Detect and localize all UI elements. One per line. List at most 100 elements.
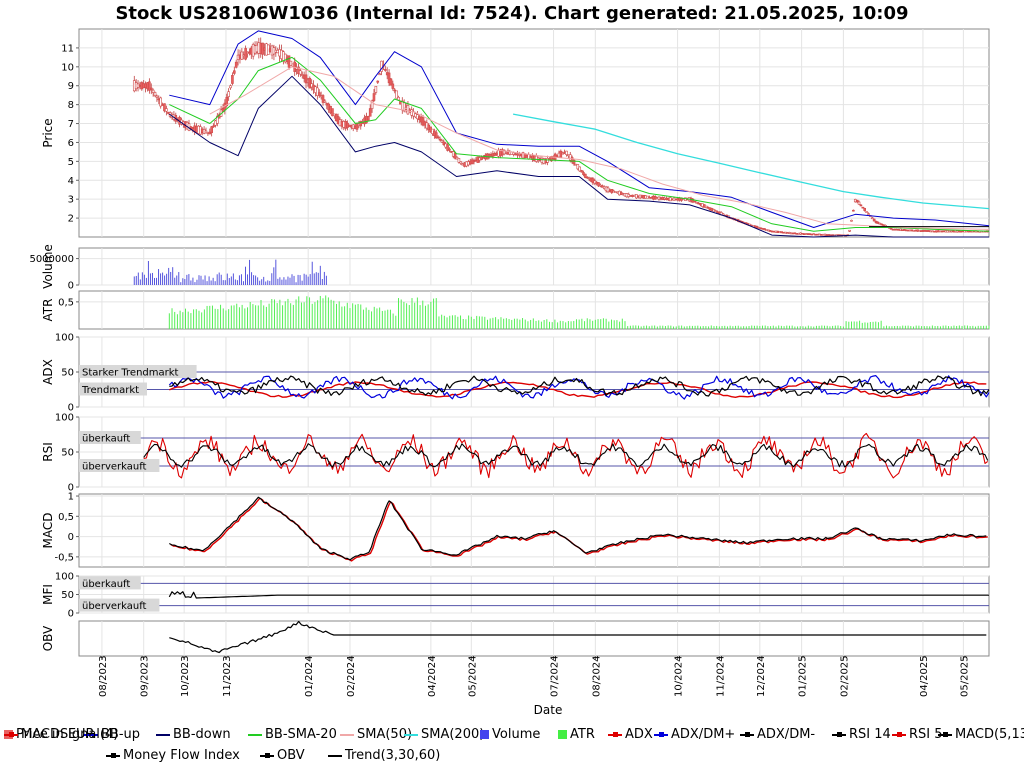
x-tick-label: 08/2024 <box>591 655 602 697</box>
candle-body <box>227 91 230 97</box>
y-tick-label: 5000000 <box>29 254 74 265</box>
series-obv <box>169 620 987 654</box>
candle-body <box>763 228 766 231</box>
legend-label: ATR <box>570 727 595 742</box>
y-axis-label: ADX <box>41 359 55 385</box>
panel-adx: 0 50 100 ADX Starker Trendmarkt Trendmarkt <box>41 333 990 414</box>
legend-swatch <box>340 733 354 736</box>
x-tick-label: 10/2024 <box>674 655 685 697</box>
candle-body <box>459 161 463 164</box>
candle-body <box>367 116 370 121</box>
candle-body <box>165 108 168 112</box>
candle-body <box>848 229 851 232</box>
legend-item: ADX/DM+ <box>654 727 735 742</box>
candle-body <box>212 125 215 128</box>
y-tick-label: 100 <box>55 413 74 424</box>
rsi-overbought-label: überkauft <box>82 434 130 445</box>
legend-swatch <box>84 733 98 736</box>
x-axis: 08/2023 09/2023 10/2023 11/2023 01/2024 02/20… <box>98 655 970 697</box>
candle-body <box>393 89 397 92</box>
candle-body <box>151 89 155 93</box>
candle-body <box>704 205 708 209</box>
candle-body <box>865 211 868 213</box>
legend-label: Volume <box>492 727 541 742</box>
y-tick-label: 1 <box>68 492 74 503</box>
legend-item: SMA(200) <box>404 727 484 742</box>
candle-body <box>582 172 585 175</box>
candle-body <box>512 152 515 155</box>
legend-swatch <box>404 733 418 736</box>
legend-label: SMA(50) <box>357 727 413 742</box>
series-adx-dm-minus <box>169 375 990 397</box>
series-bb-sma-20 <box>169 56 990 232</box>
y-tick-label: 50 <box>61 590 74 601</box>
x-tick-label: 11/2023 <box>222 655 233 697</box>
x-tick-label: 11/2024 <box>715 655 726 697</box>
candle-body <box>714 210 717 212</box>
candle-body <box>693 200 697 203</box>
candle-body <box>297 66 300 74</box>
candle-body <box>861 206 865 209</box>
candle-body <box>440 140 444 143</box>
candle-body <box>389 78 393 86</box>
candle-body <box>289 60 293 66</box>
series-sma-200- <box>512 113 990 210</box>
x-tick-label: 12/2024 <box>756 655 767 697</box>
legend-swatch <box>248 733 262 736</box>
candle-body <box>153 92 157 96</box>
candle-body <box>601 185 604 188</box>
series-rsi-5 <box>143 432 989 479</box>
y-tick-label: 4 <box>68 176 74 187</box>
panel-macd: 1 0,5 0 -0,5 MACD <box>41 492 990 568</box>
series-adx <box>169 380 987 399</box>
volume-bars <box>133 259 327 285</box>
panel-frame <box>78 28 990 238</box>
legend-swatch <box>892 731 906 737</box>
y-tick-label: 0 <box>68 403 74 414</box>
panel-frame <box>78 493 990 568</box>
y-tick-label: 0,5 <box>58 297 74 308</box>
candle-body <box>855 199 859 203</box>
legend-label: MACDSignal(4) <box>21 727 119 742</box>
legend-swatch <box>156 733 170 736</box>
adx-trend-label: Trendmarkt <box>81 385 139 396</box>
y-tick-label: 100 <box>55 572 74 583</box>
candle-body <box>576 164 580 170</box>
candle-body <box>453 153 457 159</box>
adx-trend-label-bg <box>79 382 147 396</box>
x-tick-label: 07/2024 <box>550 655 561 697</box>
legend-swatch <box>832 731 846 737</box>
y-tick-label: 0 <box>68 609 74 620</box>
x-tick-label: 05/2025 <box>959 655 970 697</box>
y-tick-label: 6 <box>68 138 74 149</box>
candle-body <box>149 87 153 90</box>
legend-swatch <box>938 731 952 737</box>
legend-item: OBV <box>260 748 305 763</box>
mfi-oversold-label: überverkauft <box>82 601 147 612</box>
mfi-oversold-label-bg <box>79 598 160 612</box>
candle-body <box>368 108 372 117</box>
candle-body <box>857 201 861 205</box>
candle-body <box>434 132 438 139</box>
candle-body <box>438 138 442 141</box>
y-tick-label: 0 <box>68 281 74 292</box>
series-macd <box>169 496 987 561</box>
legend-item: Trend(3,30,60) <box>328 748 440 763</box>
legend-swatch <box>608 731 622 737</box>
x-tick-label: 05/2024 <box>467 655 478 697</box>
legend-swatch <box>558 730 567 739</box>
y-axis-label: MFI <box>41 584 55 605</box>
candle-body <box>572 159 576 165</box>
candle-body <box>585 176 589 179</box>
y-tick-label: 0 <box>68 483 74 494</box>
candle-body <box>852 209 855 212</box>
legend-item: BB-SMA-20 <box>248 727 337 742</box>
x-tick-label: 08/2023 <box>98 655 109 697</box>
adx-strong-label: Starker Trendmarkt <box>82 368 179 379</box>
legend-label: RSI 14 <box>849 727 891 742</box>
y-tick-label: 5 <box>68 157 74 168</box>
candle-body <box>163 103 166 112</box>
y-tick-label: 3 <box>68 195 74 206</box>
y-tick-label: 7 <box>68 119 74 130</box>
